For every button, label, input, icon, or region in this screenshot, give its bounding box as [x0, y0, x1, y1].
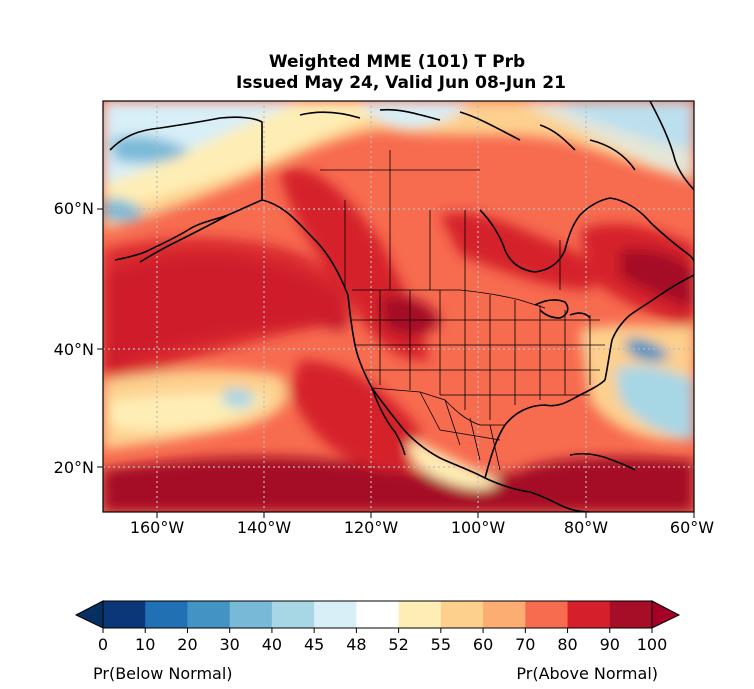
colorbar-swatch — [440, 601, 484, 628]
graticule — [103, 101, 694, 512]
field-labrador-high — [620, 248, 694, 310]
colorbar-swatch — [271, 601, 315, 628]
colorbar-tick-label: 20 — [177, 635, 197, 654]
probability-map — [103, 101, 694, 512]
lon-label-60w: 60°W — [670, 518, 714, 537]
colorbar-swatch — [187, 601, 231, 628]
coastline-alaska-peninsula — [139, 214, 229, 263]
boundary-us-canada — [261, 122, 546, 309]
colorbar-tick-label: 80 — [557, 635, 577, 654]
boundary-canada-provinces — [320, 150, 561, 290]
coastlines — [109, 101, 694, 512]
colorbar-swatch — [145, 601, 188, 628]
longitude-axis: 160°W 140°W 120°W 100°W 80°W 60°W — [130, 512, 714, 537]
colorbar-over-extension — [651, 600, 681, 629]
latitude-axis: 60°N 40°N 20°N — [54, 199, 103, 477]
boundary-mexico-states — [419, 391, 501, 471]
lat-label-20n: 20°N — [54, 458, 94, 477]
colorbar-tick-label: 0 — [98, 635, 108, 654]
coastline-labrador — [609, 197, 694, 263]
political-boundaries — [261, 122, 605, 471]
colorbar-swatch — [356, 601, 400, 628]
lat-label-40n: 40°N — [54, 340, 94, 359]
field-east-pacific-red — [290, 360, 423, 471]
colorbar-swatch — [525, 601, 569, 628]
colorbar-swatch — [567, 601, 611, 628]
field-arctic-center-cyan — [360, 101, 470, 128]
colorbar-tick-label: 40 — [262, 635, 282, 654]
field-bering-blue — [103, 198, 145, 222]
colorbar-swatches — [103, 601, 653, 628]
colorbar-tick-label: 45 — [304, 635, 324, 654]
coastline-east-coast — [604, 274, 694, 381]
colorbar-frame — [102, 600, 653, 629]
coastline-greenland — [649, 101, 694, 191]
colorbar-right-label: Pr(Above Normal) — [516, 664, 658, 683]
field-arctic-ne-cyan — [520, 101, 694, 180]
colorbar-under-extension — [74, 600, 104, 629]
colorbar-tick-label: 55 — [431, 635, 451, 654]
lon-label-80w: 80°W — [564, 518, 608, 537]
colorbar: 0 10 20 30 40 45 48 52 55 60 70 80 90 100 Pr(Below No… — [74, 600, 681, 683]
colorbar-swatch — [229, 601, 273, 628]
colorbar-swatch — [483, 601, 526, 628]
coastline-hudson-bay — [479, 197, 611, 273]
lon-label-100w: 100°W — [451, 518, 506, 537]
boundary-us-states — [352, 290, 605, 420]
colorbar-ticks: 0 10 20 30 40 45 48 52 55 60 70 80 90 100 — [98, 628, 667, 654]
colorbar-tick-label: 48 — [346, 635, 366, 654]
colorbar-swatch — [398, 601, 442, 628]
lon-label-160w: 160°W — [130, 518, 185, 537]
coastline-arctic-islands — [299, 108, 636, 171]
coastline-west-coast — [261, 199, 531, 493]
lon-label-140w: 140°W — [237, 518, 292, 537]
colorbar-tick-label: 70 — [515, 635, 535, 654]
coastline-baja — [371, 387, 406, 456]
colorbar-swatch — [103, 601, 146, 628]
colorbar-tick-label: 100 — [637, 635, 668, 654]
colorbar-swatch — [609, 601, 653, 628]
coastline-great-lakes — [534, 299, 591, 319]
colorbar-tick-label: 52 — [388, 635, 408, 654]
colorbar-tick-label: 90 — [600, 635, 620, 654]
coastline-cuba — [569, 453, 636, 471]
field-atlantic-blue — [615, 365, 694, 440]
colorbar-tick-label: 10 — [135, 635, 155, 654]
colorbar-left-label: Pr(Below Normal) — [93, 664, 233, 683]
map-title-line-2: Issued May 24, Valid Jun 08-Jun 21 — [236, 73, 566, 93]
field-arctic-cyan — [103, 101, 300, 185]
colorbar-tick-label: 30 — [220, 635, 240, 654]
field-pacific-red — [103, 237, 352, 395]
field-pacific-blue-spot — [222, 388, 255, 408]
field-atlantic-coast-blue — [625, 338, 670, 362]
map-frame — [102, 100, 695, 513]
map-title-line-1: Weighted MME (101) T Prb — [268, 52, 526, 72]
probability-fields — [103, 101, 694, 512]
lon-label-120w: 120°W — [344, 518, 399, 537]
lat-label-60n: 60°N — [54, 199, 94, 218]
colorbar-tick-label: 60 — [473, 635, 493, 654]
field-caribbean-high — [520, 457, 694, 512]
field-alaska-blue — [110, 135, 190, 163]
colorbar-swatch — [314, 601, 357, 628]
coastline-alaska — [109, 116, 263, 261]
